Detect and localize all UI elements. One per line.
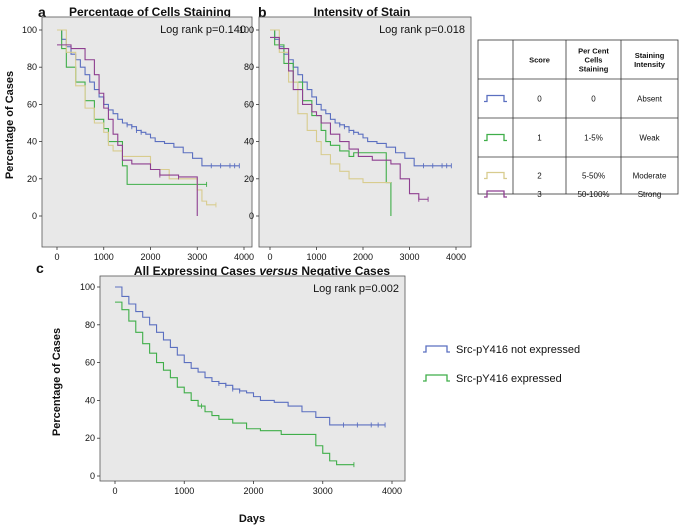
legend-table-swatch-blue: [484, 94, 507, 103]
panel-b-xtick-label: 0: [267, 252, 272, 262]
panel-b-title: Intensity of Stain: [314, 5, 411, 19]
panel-b-xtick-label: 1000: [306, 252, 326, 262]
panel-a-ytick-label: 60: [27, 99, 37, 109]
panel-c-ytick-label: 20: [85, 433, 95, 443]
panel-c-ytick-label: 0: [90, 471, 95, 481]
panel-letter-c: c: [36, 260, 44, 276]
panel-c-curve-green: [115, 301, 354, 466]
legend-table-cell: 5-50%: [582, 172, 605, 181]
panel-c-legend-label: Src-pY416 expressed: [456, 373, 562, 385]
panel-c-legend-label: Src-pY416 not expressed: [456, 344, 580, 356]
panel-b-logrank-annotation: Log rank p=0.018: [379, 24, 465, 36]
legend-table-header: Staining Intensity: [634, 51, 666, 69]
legend-table-cell: 3: [537, 190, 542, 199]
legend-table-cell: 2: [537, 172, 542, 181]
panel-c-xlabel: Days: [239, 513, 265, 525]
panel-b-ytick-label: 100: [239, 25, 254, 35]
legend-table-cell: Moderate: [633, 172, 667, 181]
legend-table-header: Score: [529, 56, 550, 65]
panel-c-title-italic: versus: [259, 264, 298, 278]
panel-c-ylabel: Percentage of Cases: [51, 328, 63, 436]
legend-table-cell: 1: [537, 134, 542, 143]
legend-table-cell: 50-100%: [577, 190, 609, 199]
panel-b-curve-yellow: [270, 29, 391, 184]
panel-b-xtick-label: 2000: [353, 252, 373, 262]
panel-letter-a: a: [38, 4, 46, 20]
panel-a-ytick-label: 80: [27, 62, 37, 72]
panel-a-ytick-label: 40: [27, 137, 37, 147]
panel-c-legend-swatch-blue: [423, 345, 450, 353]
panel-c-xtick-label: 2000: [243, 486, 263, 496]
panel-b-ytick-label: 0: [249, 211, 254, 221]
legend-table-frame: [477, 39, 679, 195]
legend-table-header-line: Staining: [635, 51, 665, 60]
panel-a-ytick-label: 100: [22, 25, 37, 35]
panel-c-ytick-label: 100: [80, 282, 95, 292]
panel-letter-b: b: [258, 4, 267, 20]
legend-table-cell: Weak: [639, 134, 660, 143]
panel-b-curve-purple: [270, 36, 429, 200]
panel-b-plot-area: [258, 16, 472, 248]
panel-a-xtick-label: 3000: [187, 252, 207, 262]
panel-a-logrank-annotation: Log rank p=0.140: [160, 24, 246, 36]
panel-c-legend: Src-pY416 not expressed Src-pY416 express…: [423, 344, 580, 385]
panel-a-ytick-label: 20: [27, 174, 37, 184]
panel-a-xtick-label: 2000: [140, 252, 160, 262]
legend-table-header-line: Cells: [585, 56, 603, 65]
panel-a-plot-area: [41, 16, 253, 248]
panel-a-xtick-label: 4000: [234, 252, 254, 262]
panel-b-ytick-label: 60: [244, 99, 254, 109]
legend-table-swatch-green: [484, 133, 507, 142]
legend-table-cell: 0: [591, 95, 596, 104]
panel-a-xtick-label: 0: [54, 252, 59, 262]
legend-table-header: Per Cent Cells Staining: [578, 47, 609, 74]
panel-c-plot: 0 1000 2000 3000 4000 0 20 40 60 80 100 Log rank p=…: [80, 275, 406, 496]
panel-a-title: Percentage of Cells Staining: [69, 5, 231, 19]
legend-table-header-line: Intensity: [634, 60, 666, 69]
legend-table-cell: 1-5%: [584, 134, 603, 143]
panel-b-ytick-label: 40: [244, 137, 254, 147]
panel-b-xtick-label: 4000: [446, 252, 466, 262]
panel-c-xtick-label: 0: [112, 486, 117, 496]
panel-b-curve-blue: [270, 29, 452, 167]
panel-a-curve-blue: [57, 29, 240, 167]
panel-c-legend-swatch-green: [423, 374, 450, 382]
panel-c-plot-area: [99, 275, 406, 482]
legend-table-header-line: Per Cent: [578, 47, 609, 56]
panel-b-plot: 0 1000 2000 3000 4000 0 20 40 60 80 100 Log rank p=…: [239, 16, 472, 262]
panel-a-ylabel: Percentage of Cases: [4, 71, 16, 179]
panel-c-title-suffix: Negative Cases: [298, 264, 390, 278]
panel-c-ytick-label: 40: [85, 395, 95, 405]
panel-a-xtick-label: 1000: [94, 252, 114, 262]
panel-c-xtick-label: 1000: [174, 486, 194, 496]
panel-c-logrank-annotation: Log rank p=0.002: [313, 283, 399, 295]
legend-table-cell: Absent: [637, 95, 663, 104]
panel-a-curve-yellow: [57, 29, 216, 206]
panel-c-ytick-label: 60: [85, 358, 95, 368]
panel-c-xtick-label: 3000: [313, 486, 333, 496]
panel-b-ytick-label: 80: [244, 62, 254, 72]
panel-c-ytick-label: 80: [85, 320, 95, 330]
panel-c-title-prefix: All Expressing Cases: [134, 264, 259, 278]
legend-table-swatch-purple: [484, 190, 507, 198]
legend-table-cell: Strong: [638, 190, 662, 199]
panel-a-ytick-label: 0: [32, 211, 37, 221]
panel-b-xtick-label: 3000: [399, 252, 419, 262]
panel-c-xtick-label: 4000: [382, 486, 402, 496]
legend-table-swatch-yellow: [484, 171, 507, 180]
panel-c-title: All Expressing Cases versus Negative Cas…: [134, 264, 390, 278]
legend-table-header-line: Staining: [579, 65, 609, 74]
legend-table-cell: 0: [537, 95, 542, 104]
panel-b-ytick-label: 20: [244, 174, 254, 184]
panel-c-curve-blue: [115, 286, 386, 426]
panel-a-curve-purple: [57, 44, 198, 216]
